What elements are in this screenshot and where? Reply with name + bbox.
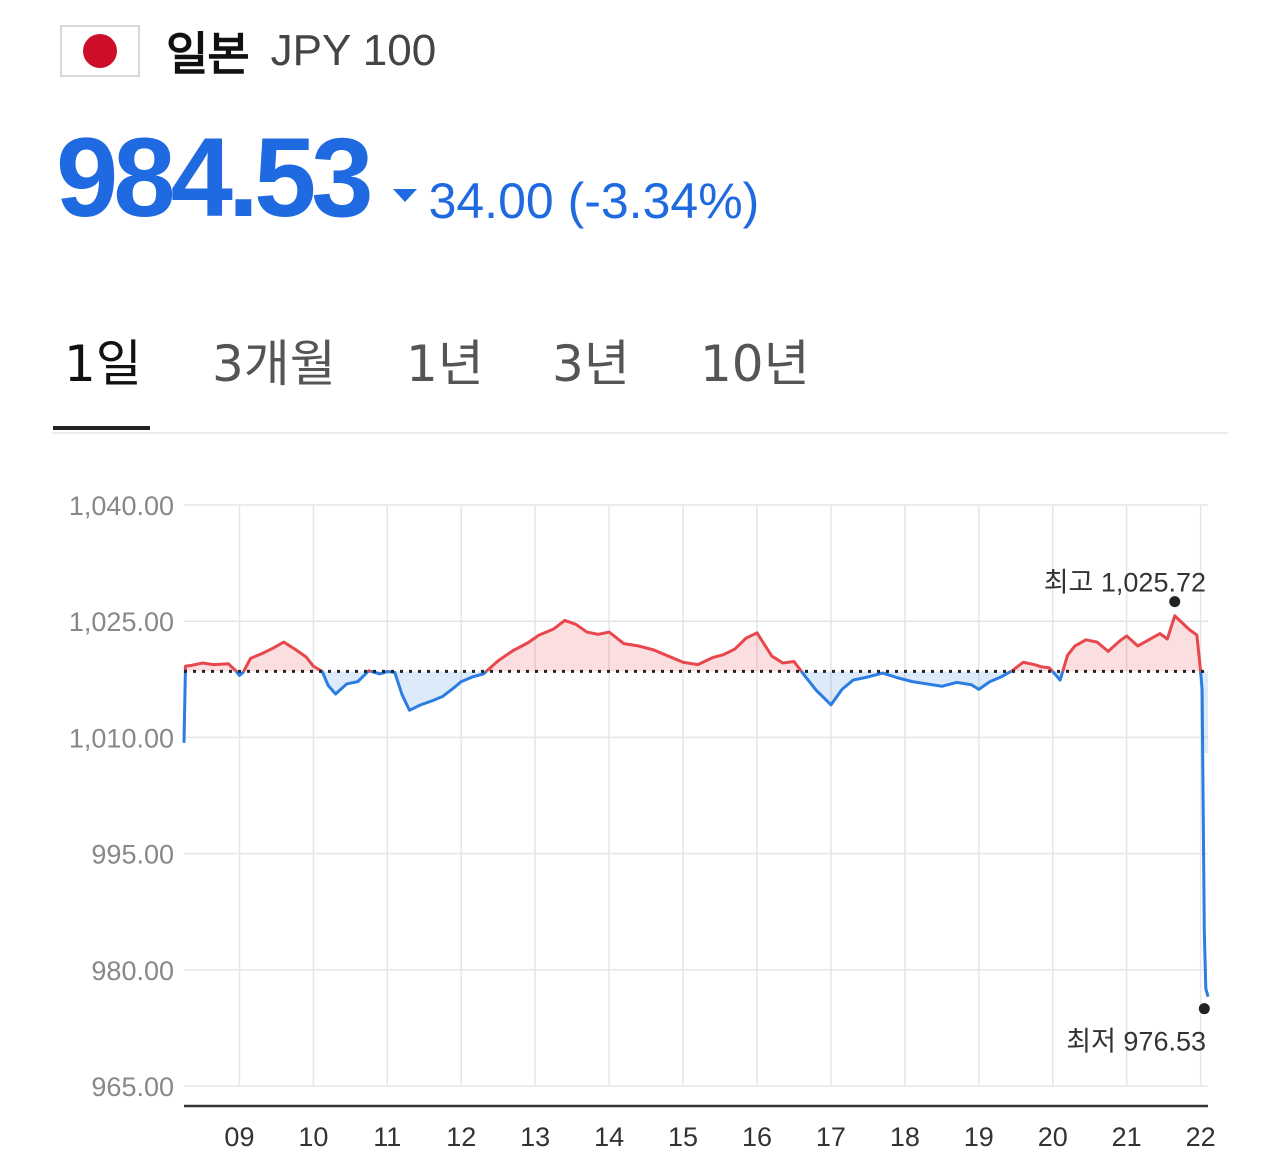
price-change: 34.00 (-3.34%) [392, 172, 760, 230]
area-above-baseline [1062, 615, 1201, 672]
series-line-down [1199, 670, 1210, 998]
series-line-up [242, 640, 323, 673]
high-label: 최고 1,025.72 [1044, 568, 1206, 598]
y-tick-label: 1,025.00 [69, 607, 174, 637]
quote-row: 984.53 34.00 (-3.34%) [56, 122, 759, 234]
high-marker [1169, 596, 1181, 608]
area-above-baseline [243, 642, 322, 672]
area-below-baseline [321, 671, 369, 695]
x-tick-label: 15 [668, 1122, 698, 1152]
active-tab-indicator [53, 426, 150, 430]
tab-10-years[interactable]: 10년 [700, 335, 810, 393]
y-tick-label: 1,010.00 [69, 723, 174, 753]
series-line-down [182, 671, 187, 743]
series-line-down [320, 670, 370, 696]
down-arrow-icon [392, 188, 417, 202]
area-above-baseline [486, 620, 802, 672]
y-tick-label: 965.00 [91, 1072, 174, 1102]
flag-red-disc [83, 34, 117, 68]
tab-1-day[interactable]: 1일 [64, 335, 142, 393]
x-tick-label: 17 [816, 1122, 846, 1152]
x-tick-label: 22 [1186, 1122, 1216, 1152]
x-tick-label: 14 [594, 1122, 624, 1152]
header: 일본 JPY 100 [60, 22, 437, 81]
low-marker [1198, 1003, 1210, 1015]
series-line-up [183, 661, 238, 673]
x-tick-label: 12 [446, 1122, 476, 1152]
currency-code: JPY 100 [270, 26, 437, 75]
current-price: 984.53 [56, 115, 374, 240]
series-line-up [485, 618, 803, 673]
series-line-down [235, 670, 246, 677]
x-tick-label: 20 [1038, 1122, 1068, 1152]
japan-flag-icon [60, 25, 140, 77]
series-line-down [1051, 670, 1065, 682]
low-label: 최저 976.53 [1066, 1027, 1206, 1057]
tab-3-years[interactable]: 3년 [552, 335, 630, 393]
price-chart[interactable]: 1,040.00 1,025.00 1,010.00 995.00 980.00 965.… [0, 470, 1280, 1160]
series-line-up [1061, 614, 1203, 672]
x-tick-label: 16 [742, 1122, 772, 1152]
country-name: 일본 [166, 27, 250, 81]
x-tick-label: 10 [298, 1122, 328, 1152]
x-tick-label: 21 [1112, 1122, 1142, 1152]
x-tick-label: 18 [890, 1122, 920, 1152]
series-line-up [367, 669, 372, 673]
tab-3-months[interactable]: 3개월 [212, 335, 336, 393]
series-line-down [370, 669, 488, 712]
y-tick-label: 1,040.00 [69, 491, 174, 521]
period-tabs: 1일 3개월 1년 3년 10년 [52, 320, 1228, 434]
y-tick-label: 980.00 [91, 956, 174, 986]
y-tick-label: 995.00 [91, 840, 174, 870]
x-tick-label: 11 [373, 1122, 401, 1152]
area-below-baseline [370, 671, 487, 711]
tab-1-year[interactable]: 1년 [406, 335, 484, 393]
x-tick-label: 09 [224, 1122, 254, 1152]
price-change-value: 34.00 (-3.34%) [428, 173, 760, 229]
x-tick-label: 19 [964, 1122, 994, 1152]
x-tick-label: 13 [520, 1122, 550, 1152]
series-line-down [800, 670, 1012, 707]
